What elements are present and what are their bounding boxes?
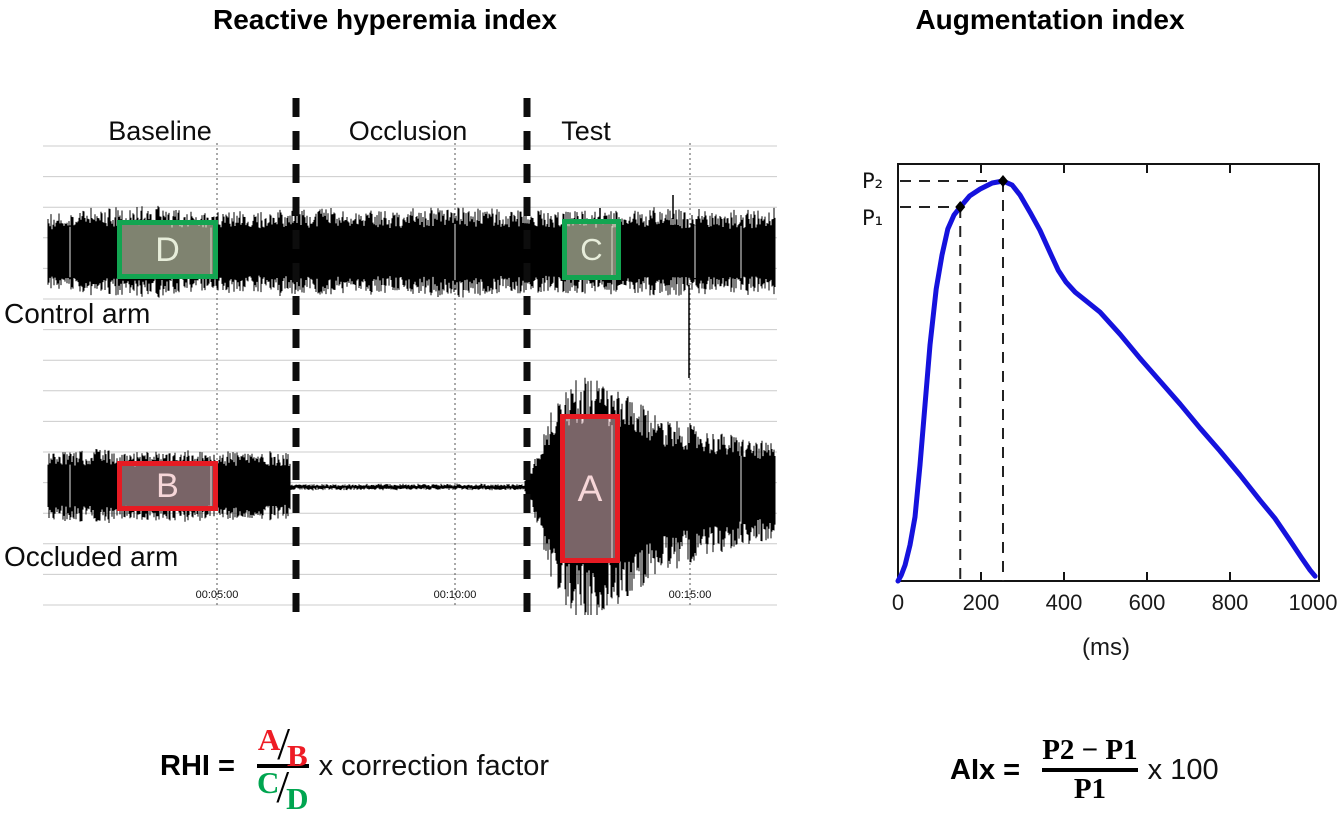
rhi-fraction-bar bbox=[257, 764, 309, 768]
augmentation-index-plot: 0 200 400 600 800 1000 P₂ P₁ (ms) bbox=[862, 163, 1338, 661]
rhi-term-a: A bbox=[257, 722, 281, 758]
rhi-formula: RHI = A / B C / D x correction factor bbox=[160, 700, 549, 830]
region-box-a: A bbox=[560, 414, 620, 563]
right-panel-title: Augmentation index bbox=[915, 4, 1185, 35]
rhi-term-b: B bbox=[287, 738, 308, 774]
region-box-d-label: D bbox=[155, 230, 180, 269]
aix-denominator: P1 bbox=[1073, 773, 1107, 805]
x-axis-unit-label: (ms) bbox=[1082, 634, 1130, 661]
region-box-a-label: A bbox=[577, 468, 603, 509]
rhi-term-d: D bbox=[286, 781, 309, 816]
phase-label-occlusion: Occlusion bbox=[348, 116, 468, 146]
aix-fraction-bar bbox=[1042, 768, 1138, 772]
rhi-term-c: C bbox=[257, 765, 280, 800]
region-box-b-label: B bbox=[156, 467, 179, 505]
region-box-b: B bbox=[117, 461, 218, 511]
p1-axis-marker: P₁ bbox=[862, 206, 883, 230]
svg-text:600: 600 bbox=[1129, 590, 1166, 615]
phase-label-baseline: Baseline bbox=[108, 116, 212, 146]
aix-fraction: P2 − P1 P1 bbox=[1042, 733, 1138, 807]
time-label-3: 00:15:00 bbox=[669, 589, 712, 601]
svg-text:200: 200 bbox=[963, 590, 1000, 615]
aix-formula-lhs: AIx = bbox=[950, 753, 1029, 786]
svg-text:400: 400 bbox=[1046, 590, 1083, 615]
rhi-denominator-slash: / bbox=[276, 761, 290, 812]
aix-formula-suffix: x 100 bbox=[1147, 753, 1219, 786]
region-box-c-label: C bbox=[580, 232, 603, 267]
occluded-arm-label: Occluded arm bbox=[4, 541, 179, 572]
region-box-d: D bbox=[117, 220, 218, 279]
left-panel-title: Reactive hyperemia index bbox=[213, 4, 557, 35]
svg-text:1000: 1000 bbox=[1289, 590, 1338, 615]
pat-recording-chart: 00:05:00 00:10:00 00:15:00 bbox=[43, 98, 777, 615]
p2-axis-marker: P₂ bbox=[862, 169, 883, 193]
control-arm-label: Control arm bbox=[4, 298, 151, 329]
pulse-curve-group: 0 200 400 600 800 1000 bbox=[892, 163, 1338, 615]
phase-label-test: Test bbox=[561, 116, 611, 146]
time-label-2: 00:10:00 bbox=[434, 589, 477, 601]
rhi-numerator-slash: / bbox=[277, 718, 291, 770]
gridlines bbox=[43, 143, 777, 607]
svg-text:800: 800 bbox=[1212, 590, 1249, 615]
rhi-numerator: A / B bbox=[257, 718, 308, 771]
phase-separator-lines bbox=[292, 98, 531, 613]
rhi-formula-suffix: x correction factor bbox=[318, 749, 550, 782]
aix-formula: AIx = P2 − P1 P1 x 100 bbox=[950, 728, 1219, 812]
rhi-formula-lhs: RHI = bbox=[160, 749, 243, 782]
aix-numerator: P2 − P1 bbox=[1042, 733, 1138, 766]
rhi-fraction: A / B C / D bbox=[257, 718, 309, 814]
rhi-denominator: C / D bbox=[257, 761, 309, 814]
svg-text:0: 0 bbox=[892, 590, 904, 615]
time-label-1: 00:05:00 bbox=[196, 589, 239, 601]
region-box-c: C bbox=[562, 219, 621, 280]
